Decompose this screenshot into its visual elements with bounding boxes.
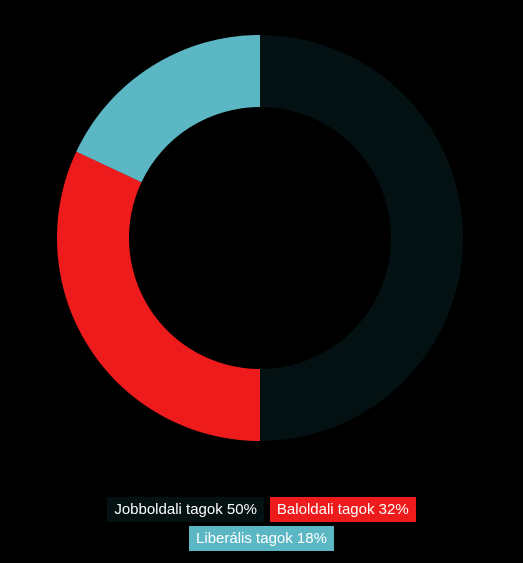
legend-item-jobboldali: Jobboldali tagok 50% <box>107 497 264 522</box>
slice-jobboldali <box>260 35 463 441</box>
legend-item-baloldali: Baloldali tagok 32% <box>269 497 416 522</box>
legend-row: Liberális tagok 18% <box>0 526 523 551</box>
legend-item-liberalis: Liberális tagok 18% <box>189 526 334 551</box>
slice-baloldali <box>56 151 260 441</box>
legend-row: Jobboldali tagok 50% Baloldali tagok 32% <box>0 497 523 522</box>
slice-liberalis <box>76 35 261 183</box>
